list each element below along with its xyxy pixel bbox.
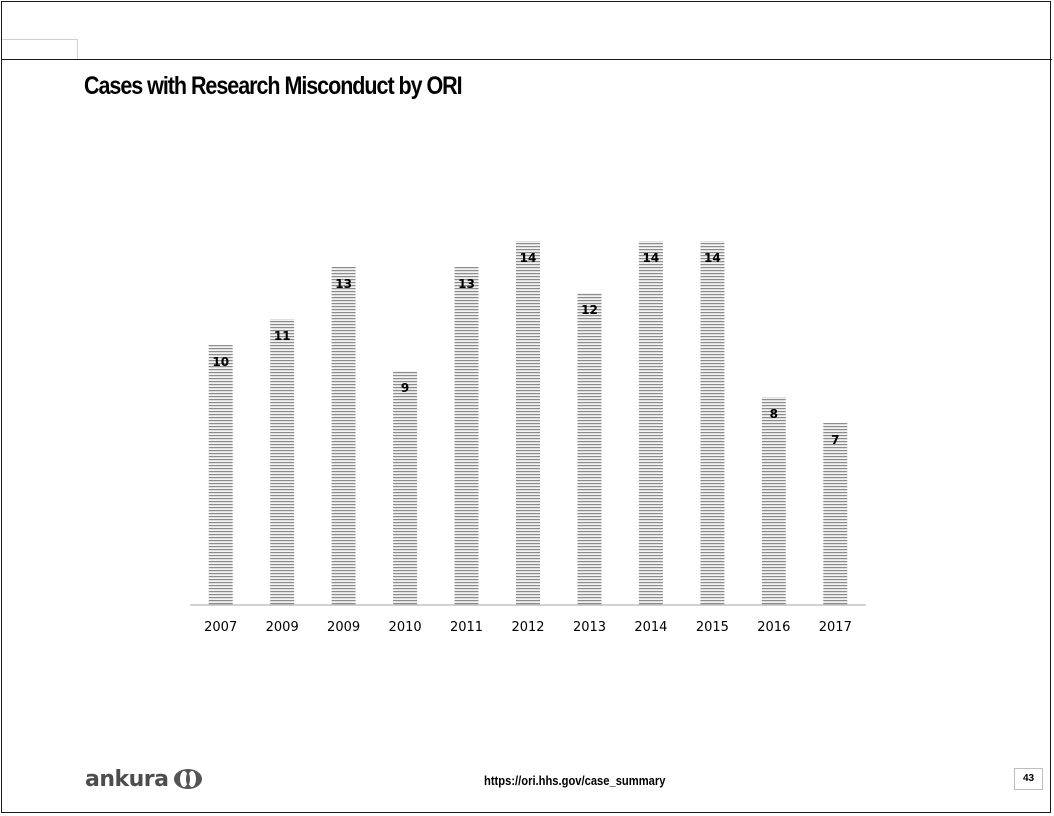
slide-tab [2,39,78,59]
x-tick-label-9: 2016 [757,620,790,635]
data-label-2: 13 [335,277,352,291]
x-tick-label-10: 2017 [819,620,852,635]
bar-2007-0 [208,345,233,605]
bar-2017-10 [823,423,848,605]
data-labels-group: 10 11 13 9 13 14 12 14 14 8 7 [212,251,839,447]
data-label-0: 10 [212,355,229,369]
x-tick-label-8: 2015 [696,620,729,635]
x-tick-label-4: 2011 [450,620,483,635]
source-link[interactable]: https://ori.hhs.gov/case_summary [484,773,666,788]
data-label-8: 14 [704,251,721,265]
bar-2016-9 [761,397,786,605]
x-tick-label-7: 2014 [634,620,667,635]
bars-group [208,241,848,605]
x-tick-label-1: 2009 [266,620,299,635]
logo-text: ankura [85,766,169,792]
bar-2015-8 [700,241,725,605]
bar-2014-7 [638,241,663,605]
x-tick-label-3: 2010 [389,620,422,635]
x-tick-label-6: 2013 [573,620,606,635]
header-rule [2,59,1052,60]
data-label-10: 7 [831,433,839,447]
logo-mark-icon [173,769,202,789]
data-label-9: 8 [770,407,778,421]
slide-title: Cases with Research Misconduct by ORI [84,72,463,100]
data-label-4: 13 [458,277,475,291]
x-tick-label-2: 2009 [327,620,360,635]
data-label-1: 11 [274,329,291,343]
bar-2009-2 [331,267,356,605]
data-label-7: 14 [643,251,660,265]
ankura-logo: ankura [85,764,203,794]
bar-2009-1 [270,319,295,605]
bar-2010-3 [393,371,418,605]
x-tick-label-5: 2012 [511,620,544,635]
data-label-3: 9 [401,381,409,395]
bar-2011-4 [454,267,479,605]
data-label-6: 12 [581,303,598,317]
x-tick-label-0: 2007 [204,620,237,635]
bar-2012-5 [516,241,540,605]
page-number: 43 [1014,768,1043,790]
data-label-5: 14 [520,251,537,265]
bar-2013-6 [577,293,602,605]
x-tick-labels-group: 2007 2009 2009 2010 2011 2012 2013 2014 2015 2016… [204,620,852,635]
